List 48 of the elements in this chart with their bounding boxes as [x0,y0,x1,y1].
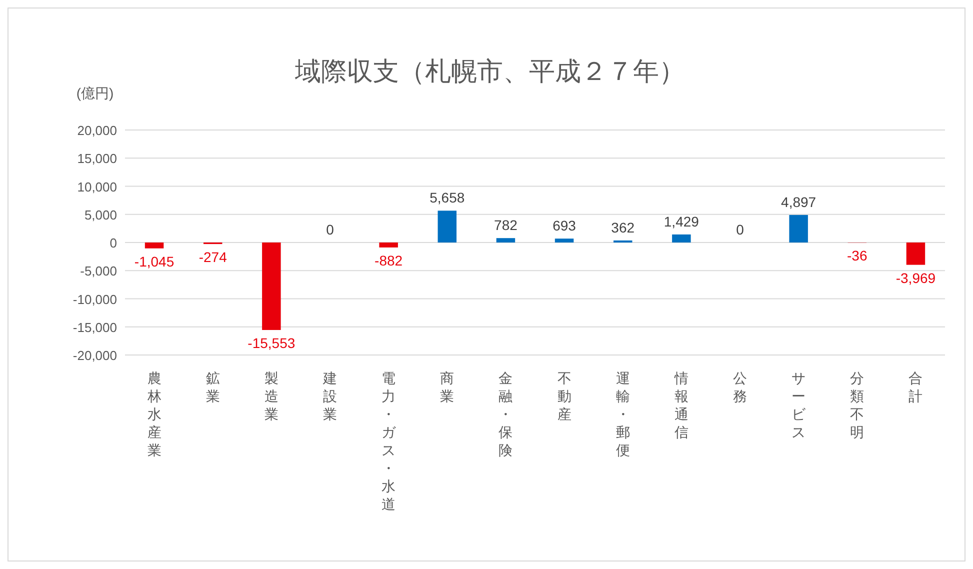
data-label: -36 [847,248,868,264]
y-tick-label: 15,000 [77,151,117,166]
data-label: -274 [198,249,228,266]
chart-title: 域際収支（札幌市、平成２７年） [294,56,685,86]
data-label: 4,897 [781,194,816,210]
x-tick-label: 商業 [440,370,454,404]
x-tick-label: 公務 [733,370,747,404]
x-tick-label: 製造業 [264,370,278,422]
x-tick-label: 情報通信 [673,370,688,440]
x-tick-label: 金融・保険 [498,370,513,458]
y-tick-label: 5,000 [84,207,117,222]
y-tick-label: 0 [110,236,117,250]
x-tick-label: 建設業 [322,370,337,422]
y-axis-title: (億円) [76,85,114,101]
bar [789,214,808,242]
x-tick-label: 不動産 [557,370,572,422]
bar [554,238,574,242]
x-tick-label: 運輸・郵便 [616,370,630,458]
data-label: -3,969 [896,270,936,286]
y-tick-label: -10,000 [72,292,117,307]
bar [906,242,926,265]
bar [496,238,516,242]
x-tick-label: 分類不明 [850,370,864,440]
bar [262,242,281,330]
y-tick-label: 20,000 [77,123,117,138]
x-tick-label: 電力・ガス・水道 [382,370,397,512]
y-tick-label: -20,000 [72,348,117,363]
x-tick-label: サービス [792,370,807,440]
data-label: 0 [326,222,334,238]
bar [379,242,398,248]
bar [144,242,164,248]
data-label: -15,553 [248,334,296,351]
data-label: -882 [374,252,403,268]
data-label: 0 [736,222,744,238]
bar [438,210,457,242]
y-tick-label: -15,000 [72,320,117,335]
data-label: 362 [611,219,635,236]
data-label: 1,429 [664,213,700,230]
y-tick-label: 10,000 [77,179,117,194]
bar [672,234,691,242]
x-tick-label: 鉱業 [206,370,220,404]
data-label: 693 [552,218,576,234]
data-label: 5,658 [430,190,465,206]
x-tick-label: 農林水産業 [146,370,162,458]
y-tick-label: -5,000 [80,264,117,279]
x-tick-label: 合計 [908,370,923,404]
data-label: -1,045 [134,253,174,270]
data-label: 782 [494,217,518,234]
